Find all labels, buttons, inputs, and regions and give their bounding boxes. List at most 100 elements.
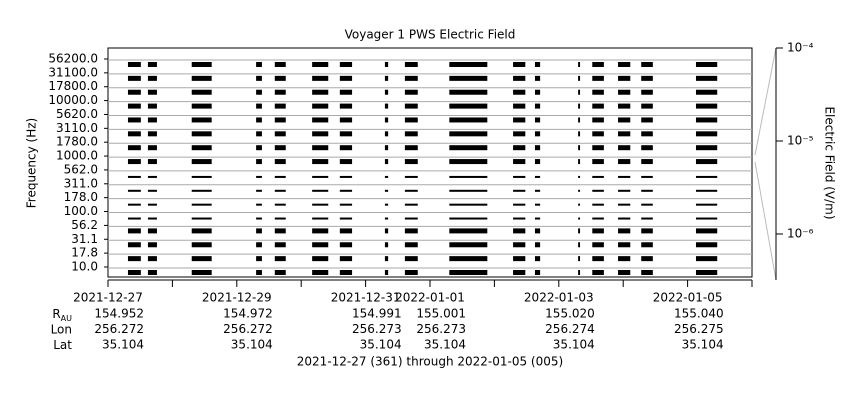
data-block xyxy=(513,131,526,137)
data-block xyxy=(592,103,604,109)
data-block xyxy=(641,131,653,137)
y-tick-label: 56200.0 xyxy=(48,52,98,66)
data-block xyxy=(695,217,718,220)
data-block xyxy=(404,159,418,165)
data-block xyxy=(641,203,653,206)
data-block xyxy=(147,89,157,95)
data-block xyxy=(618,145,631,151)
data-block xyxy=(384,62,389,67)
ephemeris-row-label: RAU xyxy=(52,307,72,323)
data-block xyxy=(578,189,581,192)
data-block xyxy=(339,89,353,95)
y2-tick-label: 10⁻⁴ xyxy=(787,41,814,55)
ephemeris-value: 256.273 xyxy=(352,322,402,336)
data-block xyxy=(256,217,262,220)
y-tick-label: 5620.0 xyxy=(56,107,98,121)
data-block xyxy=(127,189,141,192)
data-block xyxy=(339,159,353,165)
y-tick-label: 311.0 xyxy=(64,176,98,190)
x-tick-label: 2021-12-31 xyxy=(331,291,401,305)
data-block xyxy=(312,228,329,234)
data-block xyxy=(384,242,389,248)
data-block xyxy=(404,270,418,275)
data-block xyxy=(274,228,286,234)
data-block xyxy=(618,103,631,109)
data-block xyxy=(404,131,418,137)
data-block xyxy=(256,89,262,95)
data-block xyxy=(449,159,488,165)
data-block xyxy=(147,117,157,123)
data-block xyxy=(695,117,718,123)
data-block xyxy=(339,131,353,137)
y-tick-label: 178.0 xyxy=(64,190,98,204)
scale-connector xyxy=(754,47,777,156)
data-block xyxy=(592,228,604,234)
data-block xyxy=(695,228,718,234)
data-block xyxy=(513,117,526,123)
data-block xyxy=(513,228,526,234)
data-block xyxy=(274,89,286,95)
data-block xyxy=(274,75,286,81)
data-block xyxy=(191,270,212,275)
data-block xyxy=(274,175,286,178)
data-block xyxy=(339,270,353,275)
data-block xyxy=(256,62,262,67)
data-block xyxy=(274,145,286,151)
x-tick-label: 2021-12-27 xyxy=(73,291,143,305)
data-block xyxy=(256,103,262,109)
data-block xyxy=(274,103,286,109)
ephemeris-value: 35.104 xyxy=(682,338,724,352)
footer: 2021-12-27 (361) through 2022-01-05 (005… xyxy=(297,355,563,369)
data-block xyxy=(513,75,526,81)
data-block xyxy=(147,203,157,206)
data-block xyxy=(618,228,631,234)
data-block xyxy=(274,159,286,165)
data-block xyxy=(191,89,212,95)
data-block xyxy=(256,228,262,234)
data-block xyxy=(404,145,418,151)
data-block xyxy=(641,228,653,234)
data-block xyxy=(641,62,653,67)
data-block xyxy=(384,175,389,178)
data-block xyxy=(274,131,286,137)
data-block xyxy=(191,159,212,165)
data-block xyxy=(578,145,581,151)
data-block xyxy=(312,131,329,137)
data-block xyxy=(127,270,141,275)
data-block xyxy=(191,242,212,248)
data-block xyxy=(592,117,604,123)
data-block xyxy=(191,217,212,220)
data-block xyxy=(147,256,157,262)
data-block xyxy=(384,145,389,151)
ephemeris-row-label: Lat xyxy=(53,338,72,352)
data-block xyxy=(256,75,262,81)
data-block xyxy=(384,159,389,165)
data-block xyxy=(641,145,653,151)
data-block xyxy=(618,159,631,165)
data-block xyxy=(449,256,488,262)
data-block xyxy=(513,270,526,275)
data-block xyxy=(147,62,157,67)
data-block xyxy=(618,270,631,275)
data-block xyxy=(592,242,604,248)
ephemeris-row-label-main: R xyxy=(52,307,60,321)
data-block xyxy=(191,189,212,192)
data-block xyxy=(312,159,329,165)
data-block xyxy=(578,75,581,81)
y-tick-label: 10.0 xyxy=(71,260,98,274)
data-block xyxy=(191,228,212,234)
data-block xyxy=(578,62,581,67)
data-block xyxy=(534,270,541,275)
data-block xyxy=(256,242,262,248)
data-block xyxy=(578,228,581,234)
data-block xyxy=(618,256,631,262)
data-block xyxy=(274,203,286,206)
data-block xyxy=(578,103,581,109)
data-block xyxy=(449,89,488,95)
data-block xyxy=(312,89,329,95)
data-block xyxy=(449,145,488,151)
x-tick-label: 2021-12-29 xyxy=(202,291,272,305)
data-block xyxy=(695,203,718,206)
data-block xyxy=(618,217,631,220)
data-block xyxy=(127,159,141,165)
